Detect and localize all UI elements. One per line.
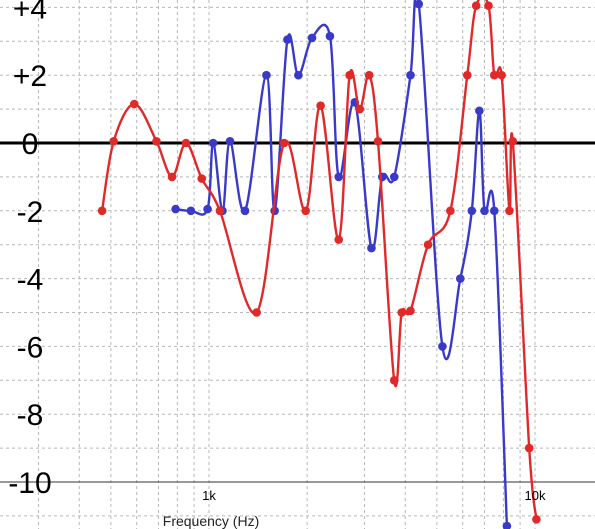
y-tick-label: +2 — [13, 60, 47, 93]
data-point — [334, 172, 344, 182]
x-tick-label: 10k — [525, 488, 546, 503]
x-axis-label: Frequency (Hz) — [163, 513, 259, 529]
data-point — [325, 31, 335, 41]
data-point — [406, 306, 415, 316]
data-point — [367, 243, 376, 253]
data-point — [181, 138, 191, 148]
data-point — [252, 308, 261, 317]
series-2 — [97, 0, 541, 524]
data-point — [489, 206, 499, 216]
data-point — [364, 70, 374, 80]
data-point — [508, 137, 518, 146]
data-point — [373, 137, 383, 146]
data-point — [197, 174, 207, 183]
data-point — [215, 206, 225, 216]
series-1 — [171, 0, 512, 529]
data-point — [208, 138, 218, 148]
data-point — [301, 206, 311, 216]
data-point — [463, 70, 472, 80]
data-point — [97, 206, 107, 216]
data-point — [489, 70, 499, 80]
data-point — [446, 206, 455, 216]
data-point — [406, 70, 415, 80]
data-point — [240, 206, 250, 216]
x-tick-labels: 1k 10k — [202, 488, 546, 503]
data-point — [524, 443, 534, 453]
series-line — [175, 0, 509, 527]
data-point — [355, 104, 365, 114]
data-point — [389, 376, 399, 385]
data-point — [502, 521, 512, 529]
data-point — [475, 106, 484, 116]
y-tick-label: -4 — [17, 264, 44, 297]
data-point — [389, 172, 399, 182]
data-point — [152, 137, 161, 146]
data-point — [129, 99, 139, 109]
data-point — [262, 70, 271, 80]
data-point — [497, 70, 506, 80]
data-point — [334, 235, 344, 244]
data-point — [414, 0, 424, 9]
data-point — [279, 138, 289, 148]
data-point — [455, 274, 465, 283]
y-tick-labels: +4 +2 0 -2 -4 -6 -8 -10 — [8, 0, 51, 500]
data-point — [505, 206, 514, 216]
data-point — [283, 35, 292, 44]
data-point — [423, 240, 433, 249]
data-point — [203, 204, 212, 214]
y-tick-label: -6 — [17, 331, 44, 364]
data-point — [484, 1, 493, 11]
y-tick-label: -2 — [17, 196, 44, 229]
data-point — [480, 206, 489, 216]
y-tick-label: 0 — [22, 128, 39, 161]
y-tick-label: +4 — [13, 0, 47, 25]
data-point — [109, 137, 118, 146]
data-point — [225, 137, 235, 146]
data-point — [345, 70, 354, 80]
data-point — [438, 342, 447, 351]
y-tick-label: -8 — [17, 399, 44, 432]
series-layer — [97, 0, 541, 529]
data-point — [532, 514, 541, 524]
data-point — [167, 172, 177, 182]
data-point — [397, 308, 406, 317]
data-point — [294, 70, 303, 80]
x-tick-label: 1k — [202, 488, 216, 503]
data-point — [307, 33, 317, 43]
data-point — [171, 204, 180, 214]
data-point — [467, 206, 477, 216]
y-tick-label: -10 — [8, 467, 51, 500]
data-point — [316, 101, 325, 111]
data-point — [186, 206, 196, 216]
series-line — [100, 0, 538, 520]
data-point — [471, 1, 481, 11]
